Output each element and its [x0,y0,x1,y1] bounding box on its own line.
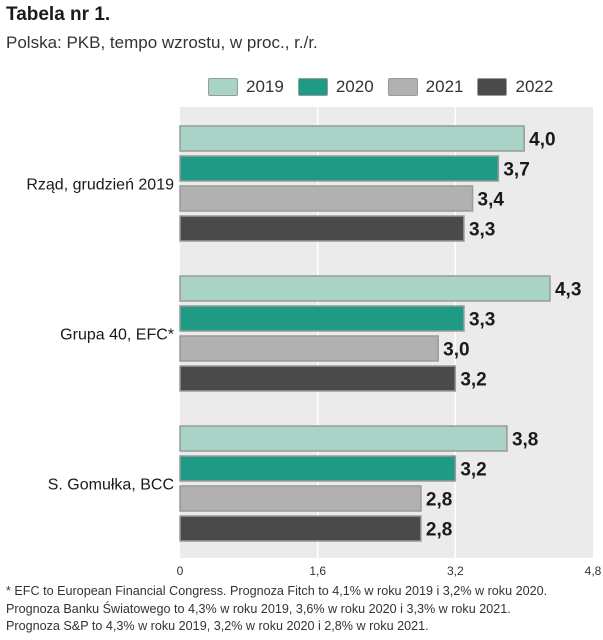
bar [179,275,551,302]
legend-label-2019: 2019 [246,77,284,96]
x-tick-label: 0 [177,564,184,578]
data-label: 4,3 [555,280,581,301]
legend-swatch-2019 [208,78,238,96]
bar [179,125,525,152]
data-label: 3,3 [469,310,495,331]
data-label: 3,7 [503,160,529,181]
x-tick-label: 3,2 [447,564,464,578]
data-label: 3,4 [478,190,505,211]
legend: 2019 2020 2021 2022 [208,77,553,97]
legend-label-2021: 2021 [425,77,464,96]
legend-item-2022: 2022 [477,77,553,97]
data-label: 3,3 [469,220,495,241]
bar [179,215,465,242]
legend-label-2022: 2022 [515,77,554,96]
footnote-line-2: Prognoza Banku Światowego to 4,3% w roku… [6,601,511,616]
footnote-line-3: Prognoza S&P to 4,3% w roku 2019, 3,2% w… [6,619,429,633]
data-label: 3,2 [460,370,486,391]
category-label: Grupa 40, EFC* [60,327,174,344]
category-label: S. Gomułka, BCC [48,477,174,494]
bar [179,365,457,392]
legend-item-2020: 2020 [297,77,374,97]
data-label: 2,8 [426,520,452,541]
bar [179,305,465,332]
bar [179,515,422,542]
bar [179,425,508,452]
data-label: 4,0 [529,130,555,151]
bar [179,485,422,512]
legend-swatch-2022 [477,78,508,96]
bar [179,155,500,182]
footnote-line-1: * EFC to European Financial Congress. Pr… [6,584,548,598]
legend-item-2021: 2021 [387,77,464,97]
legend-label-2020: 2020 [335,77,374,96]
legend-swatch-2020 [297,78,328,96]
legend-swatch-2021 [387,78,418,96]
chart-subtitle: Polska: PKB, tempo wzrostu, w proc., r./… [6,33,318,52]
legend-item-2019: 2019 [208,77,284,97]
data-label: 3,2 [460,460,486,481]
bar [179,185,474,212]
bar [179,335,439,362]
bar-chart: 0 1,6 3,2 4,8 4,03,7 3,4 3,3 Rząd, grudzień 201… [26,107,602,578]
footnote: * EFC to European Financial Congress. Pr… [6,583,547,636]
data-label: 3,8 [512,430,538,451]
data-label: 2,8 [426,490,452,511]
x-tick-label: 4,8 [585,564,602,578]
bar [179,455,457,482]
data-label: 3,0 [443,340,469,361]
x-tick-label: 1,6 [309,564,326,578]
category-label: Rząd, grudzień 2019 [26,177,174,194]
chart-title: Tabela nr 1. [6,4,111,25]
plot-area [180,107,593,558]
